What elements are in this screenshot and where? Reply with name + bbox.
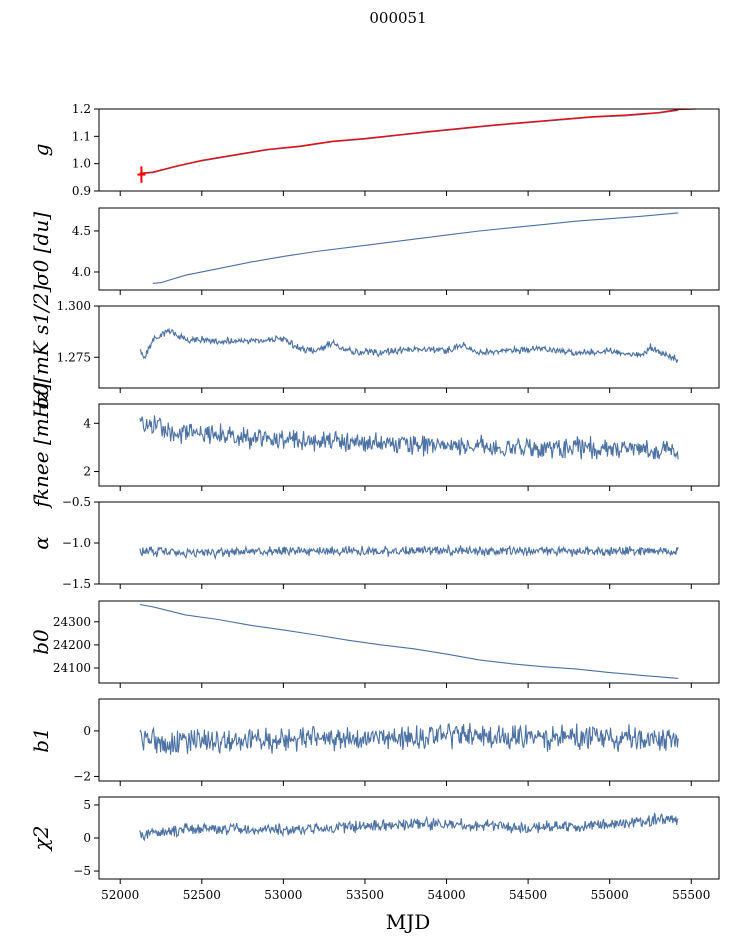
x-tick-label: 52500 xyxy=(183,888,221,902)
panel-b1: −2 0 b1 xyxy=(29,698,720,786)
y-tick-label: 24300 xyxy=(53,615,91,629)
y-axis-label-b1: b1 xyxy=(29,727,53,753)
y-tick-label: −1.5 xyxy=(62,577,91,591)
y-tick-label: 4.5 xyxy=(72,224,91,238)
series-line-sigma0-du xyxy=(152,212,679,284)
axes-frame-chi2 xyxy=(98,796,720,880)
y-axis-label-b0: b0 xyxy=(29,629,53,655)
y-tick-label: 5 xyxy=(83,798,91,812)
axes-frame-sigma0-mk xyxy=(98,305,720,389)
y-tick-label: 24200 xyxy=(53,638,91,652)
panel-alpha: −1.5 −1.0 −0.5 α xyxy=(29,495,720,591)
axes-frame-fknee xyxy=(98,403,720,487)
x-tick-label: 52000 xyxy=(101,888,139,902)
y-tick-label: 1.1 xyxy=(72,129,91,143)
y-axis-label-fknee: fknee [mHz] xyxy=(29,382,53,509)
series-line-sigma0-mk xyxy=(139,327,679,363)
panel-sigma0-mk: 1.275 1.300 σ0[mK s1/2] xyxy=(29,284,720,409)
y-tick-label: 1.2 xyxy=(72,102,91,116)
axes-frame-b0 xyxy=(98,600,720,684)
x-tick-label: 53500 xyxy=(346,888,384,902)
figure-title: 000051 xyxy=(369,9,426,27)
y-tick-label: −5 xyxy=(73,864,91,878)
x-axis-label: MJD xyxy=(386,910,431,934)
y-tick-label: 1.300 xyxy=(57,299,91,313)
x-tick-label: 53000 xyxy=(264,888,302,902)
panel-fknee: 2 4 fknee [mHz] xyxy=(29,382,720,509)
axes-frame-sigma0-du xyxy=(98,207,720,291)
axes-frame-b1 xyxy=(98,698,720,782)
axes-frame-g xyxy=(98,108,720,192)
y-tick-label: 4.0 xyxy=(72,265,91,279)
y-tick-label: −1.0 xyxy=(62,536,91,550)
series-line-chi2 xyxy=(139,812,679,842)
series-line-fknee xyxy=(139,415,679,460)
y-tick-label: 2 xyxy=(83,465,91,479)
y-axis-label-chi2: χ2 xyxy=(29,826,53,853)
x-tick-label: 55000 xyxy=(591,888,629,902)
y-tick-label: 0 xyxy=(83,831,91,845)
y-axis-label-g: g xyxy=(29,144,53,157)
y-tick-label: −0.5 xyxy=(62,495,91,509)
series-line-g xyxy=(139,109,679,175)
series-line-b0 xyxy=(139,603,679,679)
axes-frame-alpha xyxy=(98,501,720,585)
y-axis-label-sigma0-mk: σ0[mK s1/2] xyxy=(29,284,53,409)
panel-sigma0-du: 4.0 4.5 σ0 [du] xyxy=(29,207,720,295)
series-line-b1 xyxy=(139,722,679,755)
y-tick-label: 1.275 xyxy=(57,350,91,364)
panel-g: 0.9 1.0 1.1 1.2 g xyxy=(29,102,720,198)
y-tick-label: −2 xyxy=(73,769,91,783)
x-tick-label: 54500 xyxy=(509,888,547,902)
y-tick-label: 1.0 xyxy=(72,157,91,171)
y-axis-label-sigma0-du: σ0 [du] xyxy=(29,212,53,286)
series-line-g-1 xyxy=(139,108,697,174)
y-tick-label: 4 xyxy=(83,416,91,430)
y-axis-label-alpha: α xyxy=(29,536,53,550)
panel-chi2: −5 0 5 52000 52500 53000 53500 54000 54500 55000 5… xyxy=(29,796,720,902)
panels: 0.9 1.0 1.1 1.2 g 4.0 4.5 σ0 [du] 1.275 1.300 σ0[m… xyxy=(29,102,720,902)
y-tick-label: 0.9 xyxy=(72,184,91,198)
y-tick-label: 24100 xyxy=(53,661,91,675)
y-tick-label: 0 xyxy=(83,724,91,738)
x-tick-label: 54000 xyxy=(427,888,465,902)
series-line-alpha xyxy=(139,543,679,561)
x-tick-label: 55500 xyxy=(672,888,710,902)
